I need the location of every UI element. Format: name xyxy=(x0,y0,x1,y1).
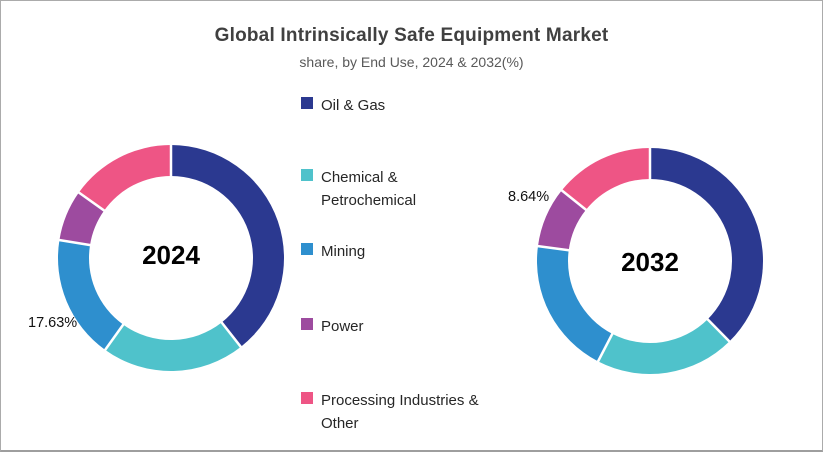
slice-separator xyxy=(559,188,589,212)
chart-subtitle: share, by End Use, 2024 & 2032(%) xyxy=(299,54,524,70)
donut-slice-mining xyxy=(58,240,124,350)
slice-separator xyxy=(705,317,732,344)
donut-slice-chemical-petrochemical xyxy=(105,322,241,371)
slice-separator xyxy=(536,244,571,252)
slice-separator xyxy=(57,238,93,247)
chart-title: Global Intrinsically Safe Equipment Mark… xyxy=(214,25,609,46)
donut-chart-2024 xyxy=(57,144,284,371)
legend-swatch-mining xyxy=(301,243,313,255)
legend-item-mining: Mining xyxy=(301,240,496,263)
legend-label: Oil & Gas xyxy=(321,97,386,114)
legend-label: Mining xyxy=(321,243,366,260)
donut-slice-processing-industries-other xyxy=(561,148,650,210)
donut-slice-power xyxy=(537,190,586,251)
legend-label: Processing Industries & Other xyxy=(321,392,479,433)
legend-item-processing-industries-other: Processing Industries & Other xyxy=(301,389,496,436)
legend-swatch-processing-industries-other xyxy=(301,392,313,404)
data-label-mining-2024: 17.63% xyxy=(28,315,78,331)
donut-slice-power xyxy=(59,192,105,246)
legend-label: Chemical & Petrochemical xyxy=(321,169,417,210)
donut-center-label-2024: 2024 xyxy=(142,240,200,270)
legend-swatch-power xyxy=(301,318,313,330)
donut-slice-processing-industries-other xyxy=(78,145,171,211)
donut-slice-mining xyxy=(537,246,613,362)
slice-separator xyxy=(76,190,107,213)
slice-separator xyxy=(596,331,615,364)
legend-item-power: Power xyxy=(301,315,496,338)
donut-center-label-2032: 2032 xyxy=(621,247,679,277)
slice-separator xyxy=(102,322,126,353)
donut-chart-2032 xyxy=(536,147,763,374)
legend-swatch-oil-gas xyxy=(301,97,313,109)
legend-item-chemical-petrochemical: Chemical & Petrochemical xyxy=(301,166,496,213)
legend-swatch-chemical-petrochemical xyxy=(301,169,313,181)
donut-slice-oil-gas xyxy=(650,148,763,342)
legend-label: Power xyxy=(321,318,364,335)
donut-slice-chemical-petrochemical xyxy=(598,319,730,374)
donut-slice-oil-gas xyxy=(171,145,284,347)
data-label-power-2032: 8.64% xyxy=(508,189,550,205)
slice-separator xyxy=(219,320,244,350)
legend-item-oil-gas: Oil & Gas xyxy=(301,94,496,117)
